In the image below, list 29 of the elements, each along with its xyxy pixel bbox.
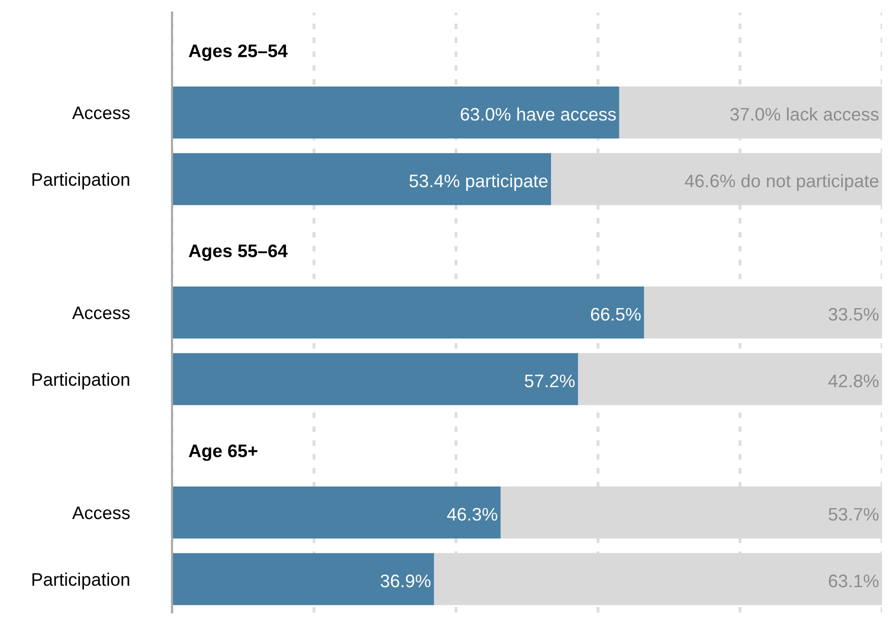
data-label: 46.3% xyxy=(447,508,498,521)
annotation: Ages 25–54 xyxy=(188,44,288,61)
data-label: 37.0% lack access xyxy=(730,107,879,121)
data-label: 46.6% do not participate xyxy=(684,174,878,191)
y-tick-label: Access xyxy=(72,306,130,320)
data-label: 53.7% xyxy=(828,508,879,521)
data-label: 53.4% participate xyxy=(410,174,548,191)
bar xyxy=(172,553,434,606)
bar xyxy=(172,153,552,206)
y-tick-label: Access xyxy=(72,506,130,520)
bar xyxy=(172,486,501,538)
y-tick-label: Participation xyxy=(32,572,130,590)
bar xyxy=(172,353,578,406)
annotation: Age 65+ xyxy=(188,444,258,461)
data-label: 63.0% have access xyxy=(460,107,616,121)
data-label: 63.1% xyxy=(828,574,879,588)
y-tick-label: Participation xyxy=(32,172,130,190)
y-tick-label: Participation xyxy=(32,372,130,390)
bar xyxy=(644,286,882,338)
annotation: Ages 55–64 xyxy=(188,244,288,261)
data-label: 57.2% xyxy=(524,374,575,388)
data-label: 33.5% xyxy=(828,308,879,321)
bar xyxy=(172,286,644,338)
bar xyxy=(172,86,620,138)
bar xyxy=(578,353,882,406)
data-label: 42.8% xyxy=(828,374,879,388)
y-tick-label: Access xyxy=(72,106,130,120)
data-label: 66.5% xyxy=(591,308,641,321)
data-label: 36.9% xyxy=(380,574,431,588)
